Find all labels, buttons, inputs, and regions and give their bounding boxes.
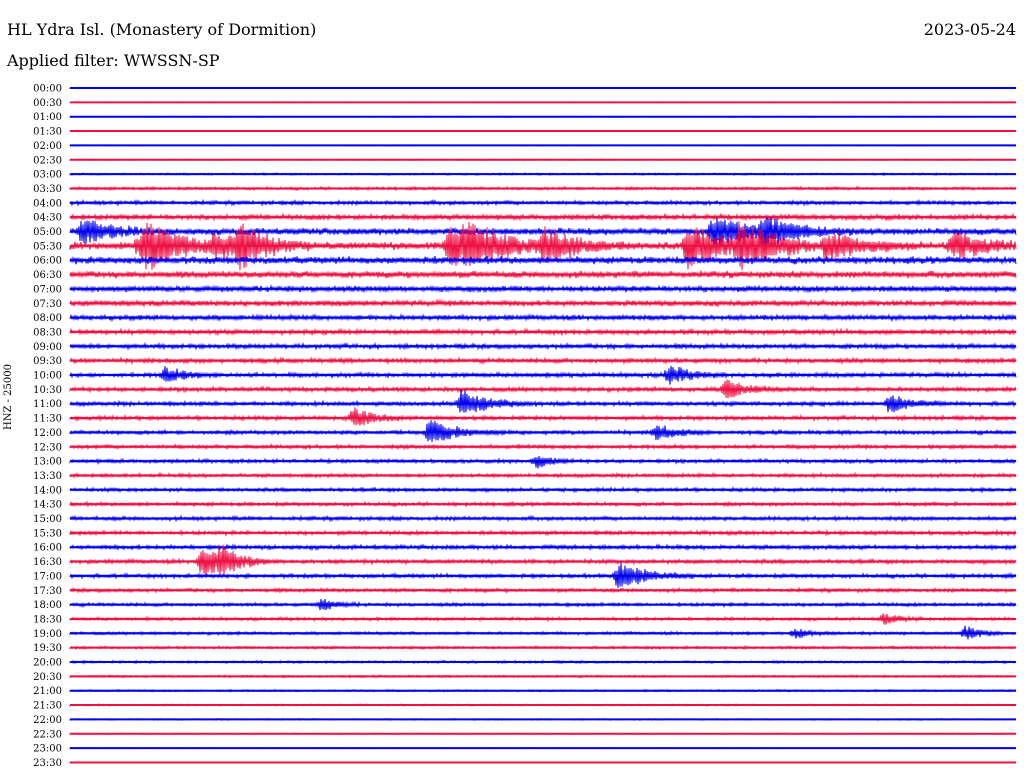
- row-time-label: 15:00: [33, 514, 62, 525]
- row-time-label: 02:30: [33, 155, 62, 166]
- row-time-label: 04:00: [33, 198, 62, 209]
- row-time-label: 08:00: [33, 313, 62, 324]
- row-time-label: 02:00: [33, 141, 62, 152]
- row-time-label: 11:00: [33, 399, 62, 410]
- row-time-label: 01:00: [33, 112, 62, 123]
- row-time-label: 04:30: [33, 213, 62, 224]
- row-time-label: 00:30: [33, 98, 62, 109]
- row-time-label: 17:00: [33, 571, 62, 582]
- row-time-label: 10:00: [33, 371, 62, 382]
- row-time-label: 07:00: [33, 284, 62, 295]
- row-time-label: 16:00: [33, 543, 62, 554]
- row-time-label: 09:00: [33, 342, 62, 353]
- seismic-trace-0530: [69, 221, 1017, 271]
- row-time-label: 08:30: [33, 327, 62, 338]
- row-time-label: 05:30: [33, 241, 62, 252]
- row-time-label: 19:00: [33, 629, 62, 640]
- row-time-label: 12:30: [33, 442, 62, 453]
- seismic-trace-1300: [69, 456, 1017, 469]
- row-time-label: 07:30: [33, 299, 62, 310]
- station-title: HL Ydra Isl. (Monastery of Dormition): [7, 20, 317, 39]
- row-time-label: 14:30: [33, 500, 62, 511]
- row-time-label: 22:00: [33, 715, 62, 726]
- seismic-trace-1200: [69, 420, 1017, 443]
- row-time-label: 23:00: [33, 744, 62, 755]
- row-time-label: 17:30: [33, 586, 62, 597]
- row-time-label: 13:00: [33, 457, 62, 468]
- row-time-label: 14:00: [33, 485, 62, 496]
- row-time-label: 20:30: [33, 672, 62, 683]
- seismic-trace-1100: [69, 389, 1017, 413]
- date-label: 2023-05-24: [923, 20, 1016, 39]
- row-time-label: 21:00: [33, 686, 62, 697]
- row-time-label: 03:00: [33, 170, 62, 181]
- row-time-label: 06:00: [33, 256, 62, 267]
- filter-label: Applied filter: WWSSN-SP: [7, 51, 220, 70]
- row-time-label: 05:00: [33, 227, 62, 238]
- row-time-label: 15:30: [33, 528, 62, 539]
- row-time-label: 18:00: [33, 600, 62, 611]
- row-time-label: 11:30: [33, 414, 62, 425]
- tick-group: 00:00 00:30 01:00 01:30 02:00 02:30 03:00 03:30…: [33, 84, 62, 769]
- seismic-trace-1130: [69, 407, 1017, 426]
- row-time-label: 23:30: [33, 758, 62, 769]
- row-time-label: 19:30: [33, 643, 62, 654]
- row-time-label: 21:30: [33, 701, 62, 712]
- row-time-label: 16:30: [33, 557, 62, 568]
- row-time-label: 22:30: [33, 729, 62, 740]
- row-time-label: 06:30: [33, 270, 62, 281]
- row-time-label: 00:00: [33, 84, 62, 95]
- row-time-label: 20:00: [33, 658, 62, 669]
- row-time-label: 01:30: [33, 127, 62, 138]
- trace-group: [69, 86, 1017, 764]
- row-time-label: 12:00: [33, 428, 62, 439]
- row-time-label: 03:30: [33, 184, 62, 195]
- row-time-label: 10:30: [33, 385, 62, 396]
- row-time-label: 09:30: [33, 356, 62, 367]
- row-time-label: 18:30: [33, 614, 62, 625]
- row-time-label: 13:30: [33, 471, 62, 482]
